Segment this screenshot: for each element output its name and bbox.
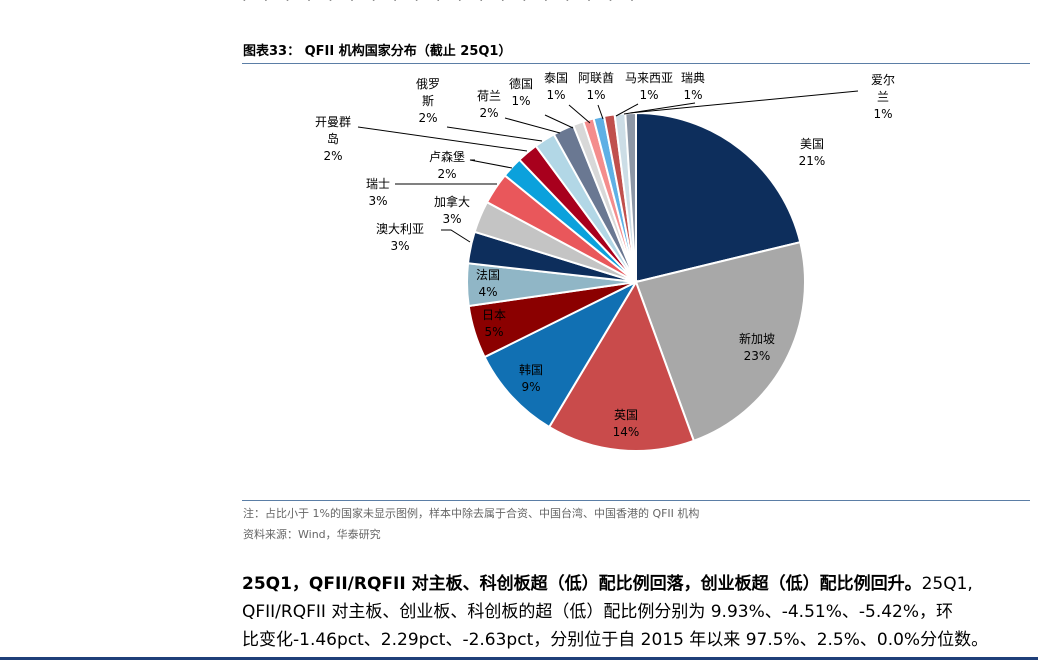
paragraph-line-2: QFII/RQFII 对主板、创业板、科创板的超（低）配比例分别为 9.93%、… <box>242 602 954 622</box>
slice-label-4: 韩国 9% <box>519 362 543 394</box>
slice-label-12: 俄罗斯 2% <box>416 77 440 125</box>
slice-label-7: 澳大利亚 3% <box>376 222 424 253</box>
slice-label-18: 瑞典 1% <box>681 71 705 102</box>
pie-slice-2 <box>634 240 806 443</box>
slice-label-17: 马来西亚 1% <box>625 71 673 102</box>
paragraph-line-3: 比变化-1.46pct、2.29pct、-2.63pct，分别位于自 2015 … <box>242 630 989 650</box>
page-bottom-rule <box>0 657 1038 660</box>
truncated-previous-text: · · · · · · · · · · · · · · · · · · · <box>242 0 641 9</box>
slice-label-9: 瑞士 3% <box>366 177 390 208</box>
slice-label-6: 法国 4% <box>476 268 500 299</box>
pie-labels: 美国 21% 新加坡 23% 英国 14% 韩国 9% 日本 5% 法国 4% 澳大利亚 3% 加拿大 3% 瑞… <box>315 70 895 439</box>
paragraph-line-1: 25Q1，QFII/RQFII 对主板、科创板超（低）配比例回落，创业板超（低）… <box>242 570 1032 598</box>
leader-line-7 <box>441 229 471 243</box>
pie-slices <box>466 111 806 452</box>
leader-line-13 <box>504 117 561 134</box>
pie-slice-1 <box>635 111 802 284</box>
figure-note: 注：占比小于 1%的国家未显示图例，样本中除去属于合资、中国台湾、中国香港的 Q… <box>243 507 700 520</box>
leader-line-17 <box>615 103 639 117</box>
paragraph-headline: 25Q1，QFII/RQFII 对主板、科创板超（低）配比例回落，创业板超（低）… <box>242 574 922 594</box>
slice-label-2: 新加坡 23% <box>739 331 775 363</box>
slice-label-10: 卢森堡 2% <box>429 149 465 181</box>
slice-label-13: 荷兰 2% <box>477 89 501 120</box>
leader-line-16 <box>597 104 604 120</box>
slice-label-16: 阿联酋 1% <box>578 70 614 102</box>
slice-label-19: 爱尔兰 1% <box>871 72 895 121</box>
figure-title: 图表33： QFII 机构国家分布（截止 25Q1） <box>243 44 512 59</box>
leader-line-12 <box>446 126 543 142</box>
paragraph-line-1-tail: 25Q1, <box>921 574 973 594</box>
slice-label-1: 美国 21% <box>799 137 826 168</box>
slice-label-5: 日本 5% <box>482 308 506 339</box>
pie-slice-4 <box>483 279 639 429</box>
leader-line-14 <box>544 114 574 129</box>
slice-label-3: 英国 14% <box>613 408 640 439</box>
leader-line-19 <box>629 90 859 114</box>
slice-label-11: 开曼群岛 2% <box>315 115 351 163</box>
note-rule <box>242 500 1030 501</box>
pie-slice-3 <box>547 279 696 452</box>
leader-line-11 <box>357 126 528 152</box>
title-rule <box>242 63 1030 64</box>
figure-source: 资料来源：Wind，华泰研究 <box>243 528 381 541</box>
leader-line-15 <box>568 104 591 124</box>
leader-line-10 <box>469 159 513 169</box>
slice-label-15: 泰国 1% <box>544 71 568 102</box>
slice-label-14: 德国 1% <box>509 76 533 108</box>
pie-chart: 美国 21% 新加坡 23% 英国 14% 韩国 9% 日本 5% 法国 4% 澳大利亚 3% 加拿大 3% 瑞… <box>315 70 895 452</box>
slice-label-8: 加拿大 3% <box>434 194 470 226</box>
